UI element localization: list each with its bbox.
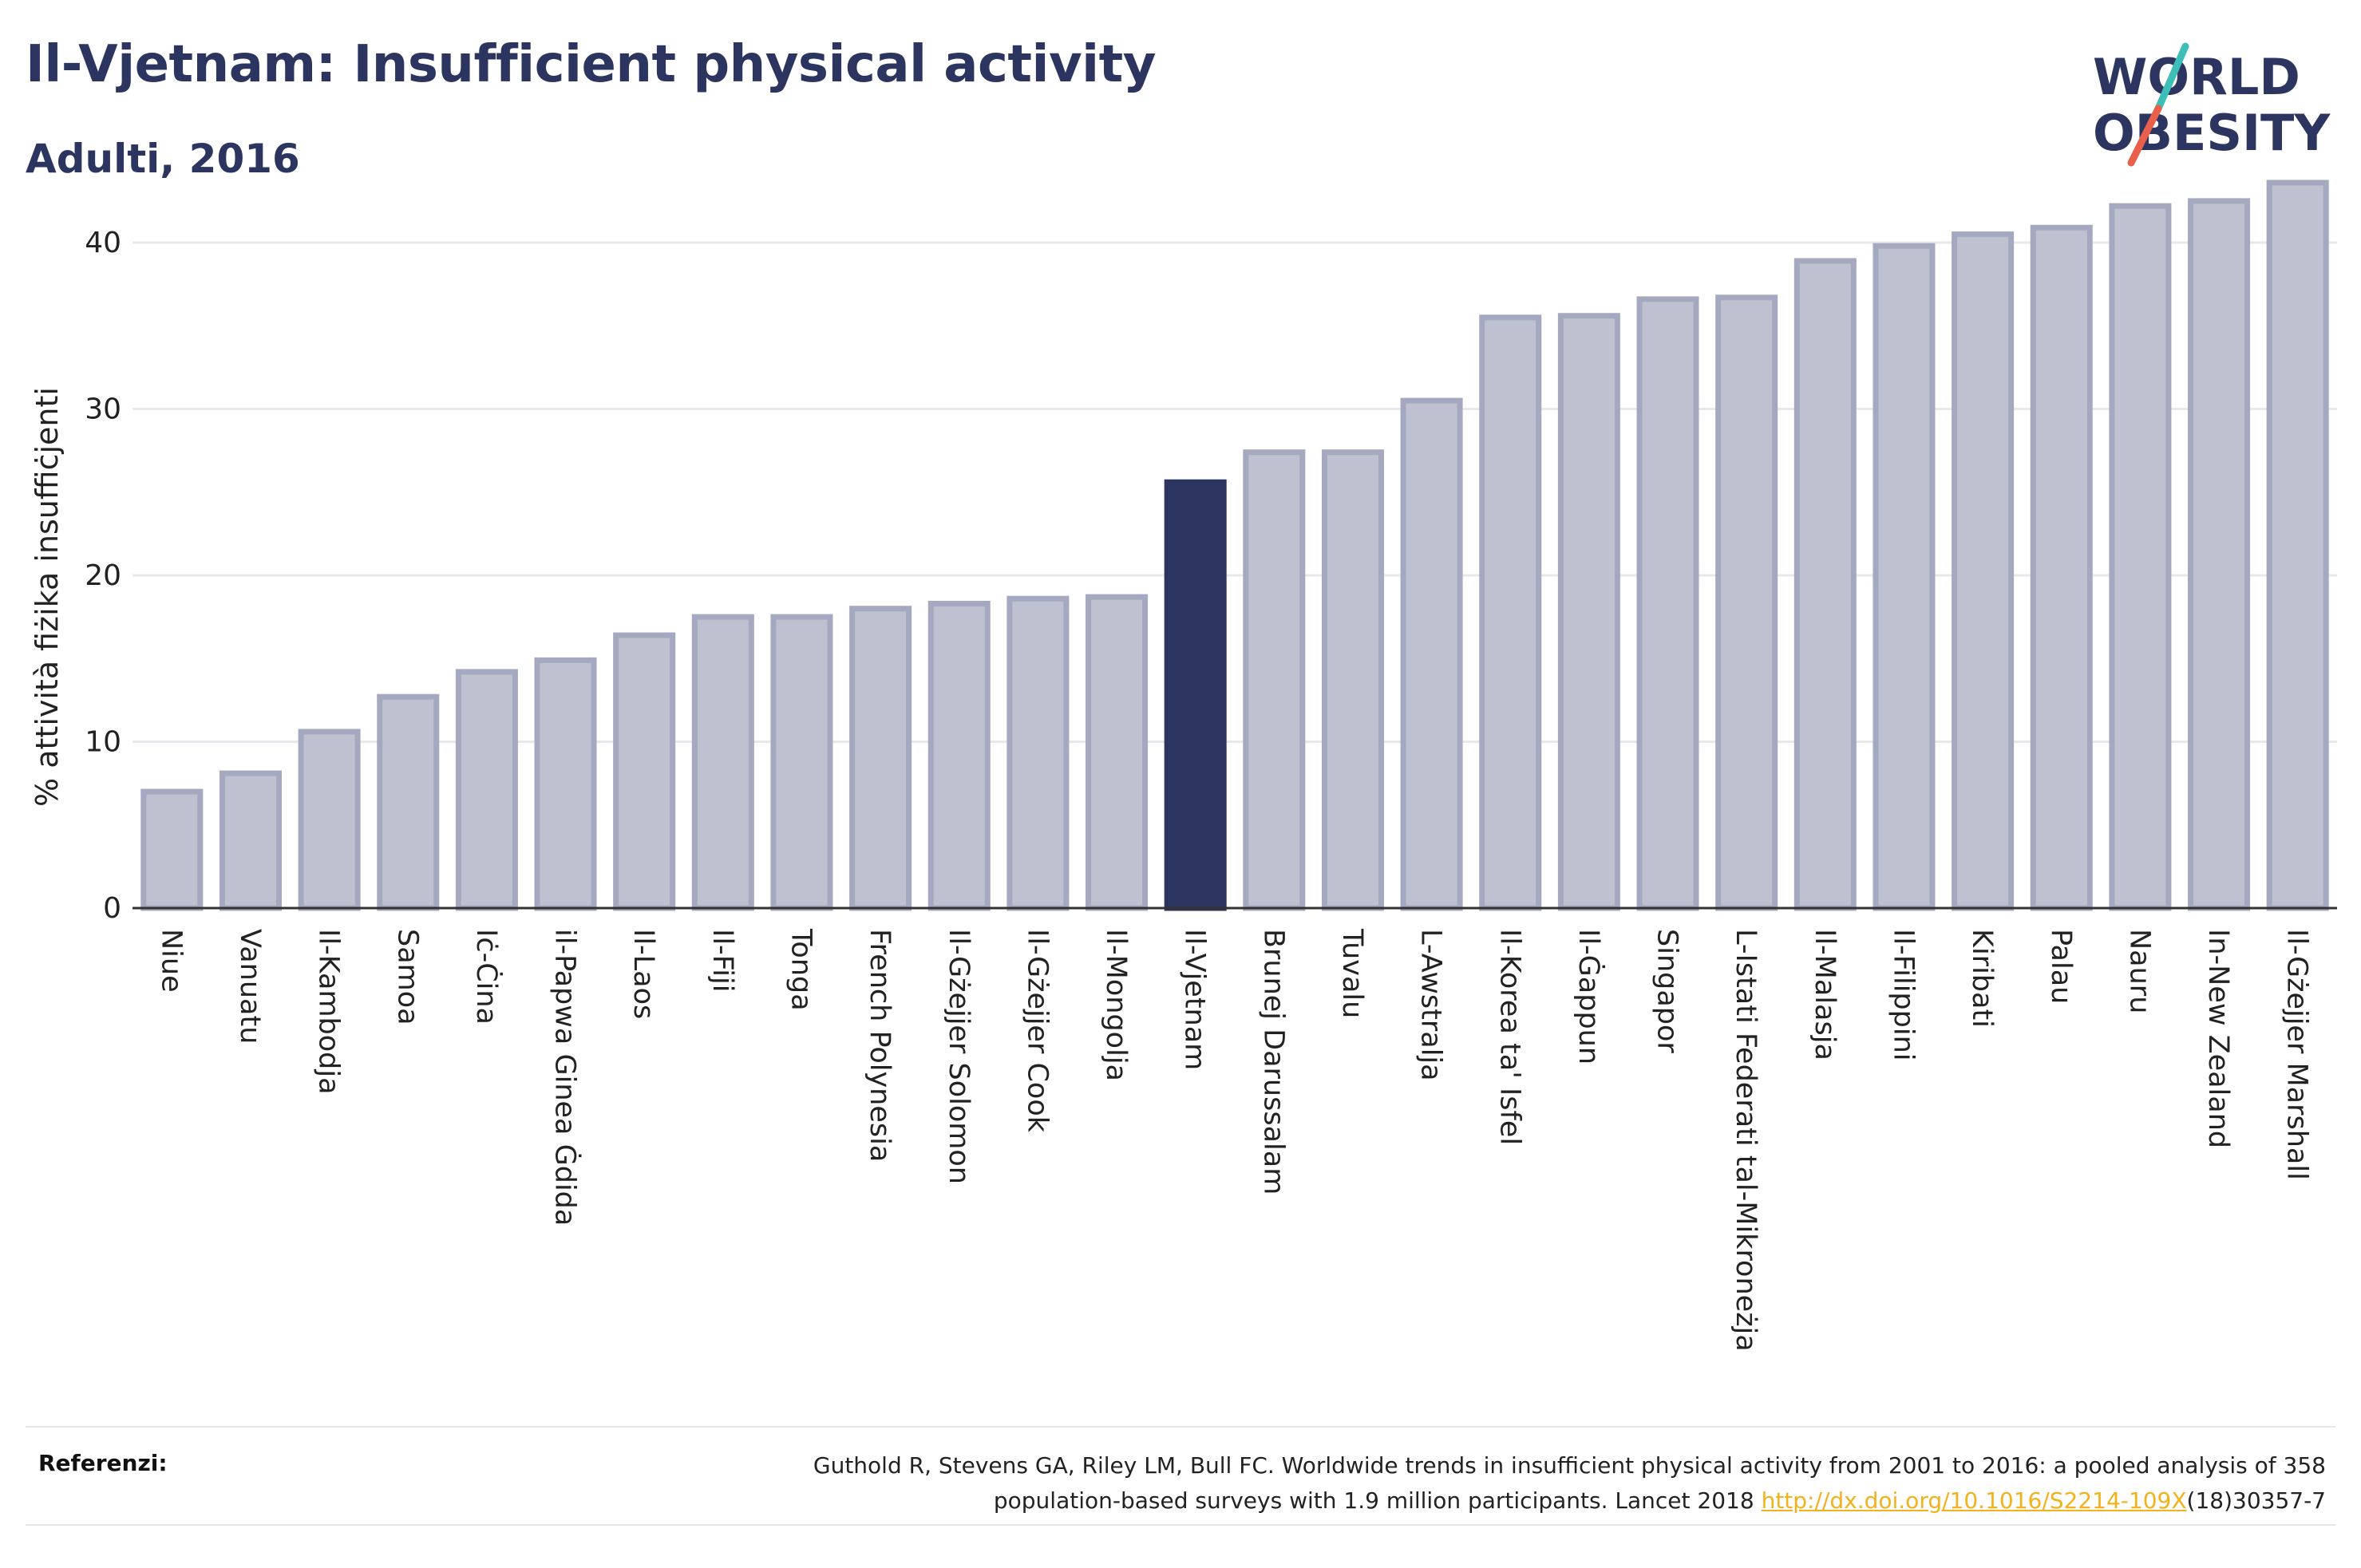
bar: [849, 606, 912, 911]
x-tick-label: Il-Ġappun: [1572, 929, 1606, 1064]
x-tick-label: Il-Filippini: [1887, 929, 1919, 1061]
x-tick-label: Samoa: [391, 929, 423, 1025]
x-tick-label: Singapor: [1651, 929, 1683, 1053]
x-tick-label: L-Istati Federati tal-Mikroneżja: [1730, 929, 1762, 1352]
page-subtitle: Adulti, 2016: [26, 136, 300, 182]
x-tick-label: Iċ-Ċina: [470, 929, 504, 1025]
bar: [1715, 294, 1778, 911]
bar: [455, 669, 518, 911]
reference-line-2-prefix: population-based surveys with 1.9 millio…: [993, 1487, 1762, 1514]
x-tick-label: Nauru: [2123, 929, 2155, 1013]
reference-line-1: Guthold R, Stevens GA, Riley LM, Bull FC…: [813, 1452, 2326, 1479]
y-tick-label: 30: [85, 393, 121, 426]
reference-line-2-suffix: (18)30357-7: [2186, 1487, 2326, 1514]
bar: [1793, 258, 1857, 911]
reference-doi-link[interactable]: http://dx.doi.org/10.1016/S2214-109X: [1761, 1487, 2187, 1514]
bar: [1164, 479, 1227, 911]
bar: [1243, 449, 1306, 911]
bar: [1006, 595, 1070, 911]
x-tick-label: Palau: [2045, 929, 2077, 1004]
x-tick-label: French Polynesia: [864, 929, 896, 1162]
logo-slash-top-icon: [2154, 42, 2189, 113]
logo-slash-bottom-icon: [2127, 105, 2162, 167]
bar: [298, 729, 361, 911]
bar: [1873, 243, 1936, 911]
bar: [1479, 314, 1542, 911]
x-tick-label: Il-Laos: [627, 929, 659, 1019]
x-tick-label: Kiribati: [1966, 929, 1998, 1028]
y-tick-label: 40: [85, 227, 121, 259]
y-axis-label: % attività fiżika insuffiċjenti: [30, 387, 65, 807]
x-tick-label: Tuvalu: [1336, 928, 1368, 1018]
bar: [691, 614, 754, 911]
bar: [927, 600, 991, 911]
bar: [1952, 231, 2015, 911]
reference-divider-bottom: [26, 1524, 2335, 1526]
y-tick-label: 10: [85, 726, 121, 759]
x-tick-label: Il-Vjetnam: [1179, 929, 1211, 1070]
bar: [1321, 449, 1384, 911]
y-tick-label: 20: [85, 559, 121, 592]
x-tick-label: Il-Gżejjer Marshall: [2281, 929, 2313, 1180]
reference-citation: Guthold R, Stevens GA, Riley LM, Bull FC…: [570, 1448, 2326, 1519]
bar: [2030, 224, 2093, 911]
logo-line-1: WORLD: [2093, 48, 2300, 106]
logo-line-2: OBESITY: [2093, 104, 2331, 162]
bar: [140, 788, 204, 911]
bar: [770, 614, 833, 911]
bar: [2266, 180, 2329, 911]
reference-divider-top: [26, 1426, 2335, 1428]
bar: [2109, 203, 2172, 911]
bar: [613, 632, 676, 911]
y-tick-label: 0: [103, 892, 121, 925]
x-tick-label: Tonga: [785, 928, 817, 1011]
bar: [1400, 397, 1463, 911]
x-tick-label: Brunej Darussalam: [1257, 929, 1289, 1195]
x-tick-labels: Niue Vanuatu Il-Kambodja Samoa Iċ-Ċina il-Pap…: [155, 928, 2312, 1352]
bar: [534, 657, 597, 911]
bar: [377, 693, 440, 911]
page-title: Il-Vjetnam: Insufficient physical activi…: [26, 35, 1156, 94]
x-tick-label: In-New Zealand: [2202, 929, 2234, 1148]
bar: [219, 770, 282, 911]
bar: [1636, 296, 1699, 911]
bars: [140, 180, 2329, 911]
x-tick-label: Il-Malasja: [1809, 929, 1841, 1060]
x-tick-label: Niue: [155, 929, 187, 993]
x-tick-label: Il-Fiji: [706, 929, 738, 992]
bar: [1557, 313, 1620, 911]
x-tick-label: Il-Kambodja: [313, 929, 345, 1095]
x-tick-label: Il-Korea ta' Isfel: [1493, 929, 1525, 1145]
x-tick-label: il-Papwa Ginea Ġdida: [549, 929, 583, 1226]
x-tick-label: Il-Gżejjer Cook: [1021, 929, 1053, 1133]
reference-label: Referenzi:: [38, 1450, 168, 1476]
x-tick-label: Il-Gżejjer Solomon: [943, 929, 975, 1184]
bar: [2188, 198, 2251, 911]
x-tick-label: Il-Mongolja: [1100, 929, 1132, 1081]
world-obesity-logo: WORLD OBESITY: [2093, 42, 2331, 167]
bar: [1086, 594, 1149, 911]
y-tick-labels: 0 10 20 30 40: [85, 227, 121, 925]
x-tick-label: Vanuatu: [234, 929, 266, 1044]
x-tick-label: L-Awstralja: [1415, 929, 1447, 1081]
